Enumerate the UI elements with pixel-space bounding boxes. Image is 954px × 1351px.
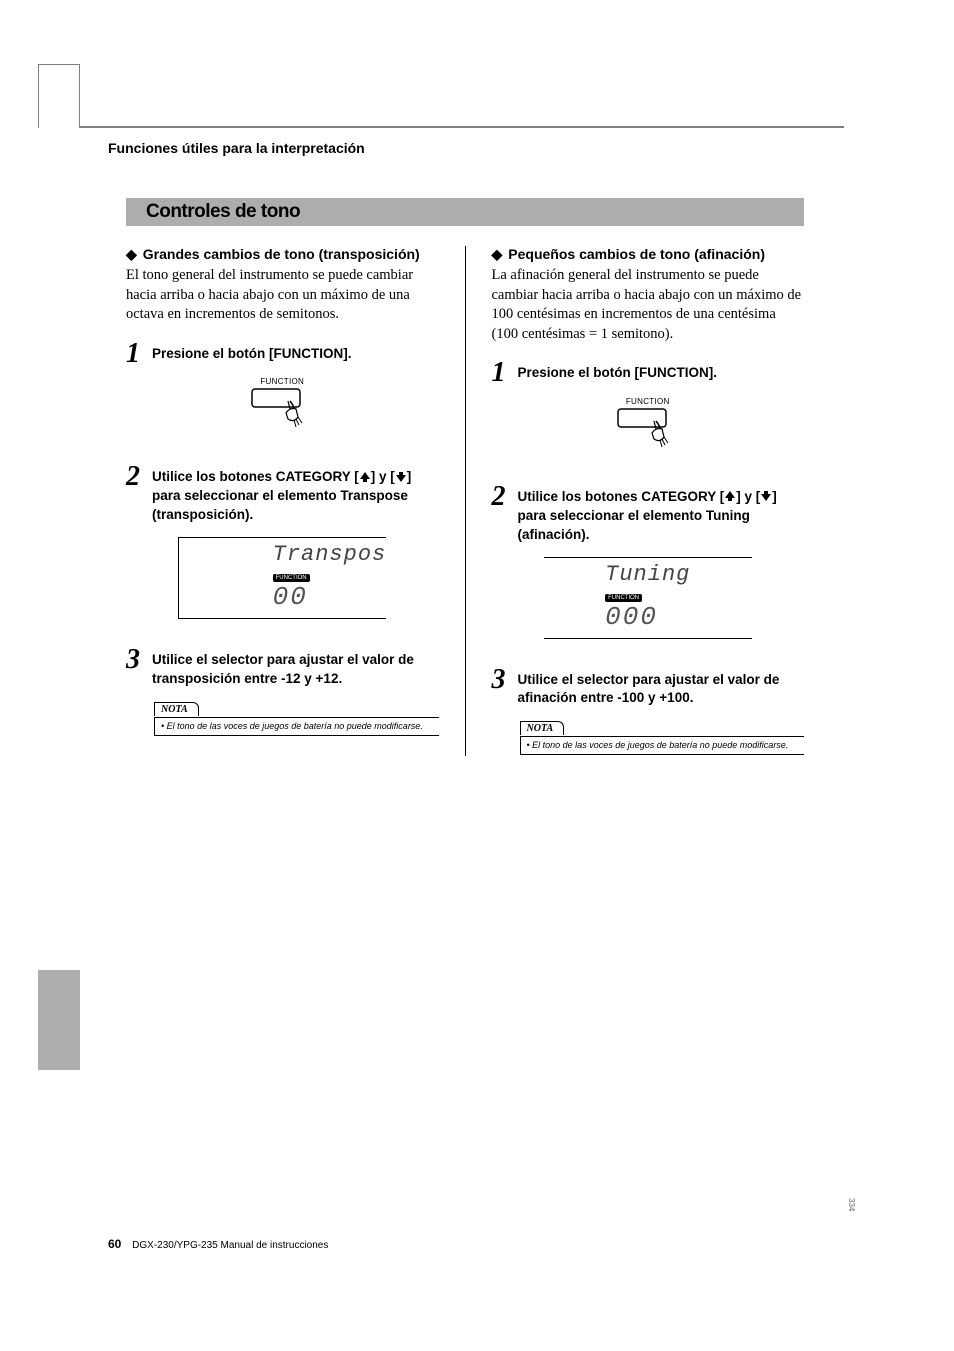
step-number-3: 3 xyxy=(492,667,510,694)
step-number-2: 2 xyxy=(126,464,144,491)
right-heading: ◆ Pequeños cambios de tono (afinación) xyxy=(492,246,805,263)
left-step-1: 1 Presione el botón [FUNCTION]. xyxy=(126,341,439,368)
category-up-icon xyxy=(359,471,371,483)
lcd-bottom-left: 00 xyxy=(273,584,387,610)
footer-text: DGX-230/YPG-235 Manual de instrucciones xyxy=(132,1240,328,1251)
function-button-graphic-left: FUNCTION xyxy=(126,377,439,436)
content-columns: ◆ Grandes cambios de tono (transposición)… xyxy=(126,246,804,756)
right-intro: La afinación general del instrumento se … xyxy=(492,266,805,344)
left-step-2: 2 Utilice los botones CATEGORY [] y [] p… xyxy=(126,464,439,525)
function-label-left: FUNCTION xyxy=(126,377,439,386)
nota-label-right: NOTA xyxy=(520,721,565,735)
section-title-bar: Controles de tono xyxy=(126,198,804,226)
step2-text-b: ] y [ xyxy=(371,469,395,484)
top-rule xyxy=(80,126,844,128)
side-reference-number: 334 xyxy=(847,1198,856,1211)
left-step3-text: Utilice el selector para ajustar el valo… xyxy=(152,647,439,689)
step-number-1: 1 xyxy=(492,360,510,387)
nota-text-left: • El tono de las voces de juegos de bate… xyxy=(154,717,439,736)
function-label-right: FUNCTION xyxy=(492,397,805,406)
step2-text-a: Utilice los botones CATEGORY [ xyxy=(518,489,725,504)
right-heading-text: Pequeños cambios de tono (afinación) xyxy=(508,246,765,262)
right-step-3: 3 Utilice el selector para ajustar el va… xyxy=(492,667,805,709)
diamond-icon: ◆ xyxy=(492,246,503,263)
nota-block-right: NOTA • El tono de las voces de juegos de… xyxy=(520,718,805,755)
step-number-2: 2 xyxy=(492,484,510,511)
left-column: ◆ Grandes cambios de tono (transposición)… xyxy=(126,246,439,756)
lcd-top-right: Tuning xyxy=(605,564,690,586)
nota-text-right: • El tono de las voces de juegos de bate… xyxy=(520,736,805,755)
function-button-graphic-right: FUNCTION xyxy=(492,397,805,456)
nota-label-left: NOTA xyxy=(154,702,199,716)
lcd-small-left: FUNCTION xyxy=(273,574,310,582)
section-title: Controles de tono xyxy=(146,201,300,223)
step2-text-a: Utilice los botones CATEGORY [ xyxy=(152,469,359,484)
step2-text-b: ] y [ xyxy=(736,489,760,504)
lcd-display-right: Tuning FUNCTION 000 xyxy=(544,557,752,639)
right-step2-text: Utilice los botones CATEGORY [] y [] par… xyxy=(518,484,805,545)
left-heading-text: Grandes cambios de tono (transposición) xyxy=(143,246,420,262)
left-thumb-tab xyxy=(38,970,80,1070)
page: Funciones útiles para la interpretación … xyxy=(0,0,954,1351)
lcd-bottom-right: 000 xyxy=(605,604,690,630)
step-number-3: 3 xyxy=(126,647,144,674)
crop-mark-tab xyxy=(38,64,80,128)
category-down-icon xyxy=(760,490,772,502)
left-heading: ◆ Grandes cambios de tono (transposición) xyxy=(126,246,439,263)
left-step2-text: Utilice los botones CATEGORY [] y [] par… xyxy=(152,464,439,525)
nota-block-left: NOTA • El tono de las voces de juegos de… xyxy=(154,699,439,736)
lcd-display-left: Transpos FUNCTION 00 xyxy=(178,537,386,619)
category-down-icon xyxy=(395,471,407,483)
lcd-top-left: Transpos xyxy=(273,544,387,566)
right-step3-text: Utilice el selector para ajustar el valo… xyxy=(518,667,805,709)
right-step-2: 2 Utilice los botones CATEGORY [] y [] p… xyxy=(492,484,805,545)
step-number-1: 1 xyxy=(126,341,144,368)
page-header: Funciones útiles para la interpretación xyxy=(108,140,365,156)
right-column: ◆ Pequeños cambios de tono (afinación) La… xyxy=(492,246,805,756)
diamond-icon: ◆ xyxy=(126,246,137,263)
right-step-1: 1 Presione el botón [FUNCTION]. xyxy=(492,360,805,387)
left-step-3: 3 Utilice el selector para ajustar el va… xyxy=(126,647,439,689)
category-up-icon xyxy=(724,490,736,502)
function-button-icon xyxy=(616,407,680,451)
left-step1-text: Presione el botón [FUNCTION]. xyxy=(152,341,352,364)
left-intro: El tono general del instrumento se puede… xyxy=(126,266,439,325)
column-divider xyxy=(465,246,466,756)
lcd-small-right: FUNCTION xyxy=(605,594,642,602)
right-step1-text: Presione el botón [FUNCTION]. xyxy=(518,360,718,383)
page-number: 60 xyxy=(108,1237,121,1251)
function-button-icon xyxy=(250,387,314,431)
page-footer: 60 DGX-230/YPG-235 Manual de instruccion… xyxy=(108,1237,328,1251)
